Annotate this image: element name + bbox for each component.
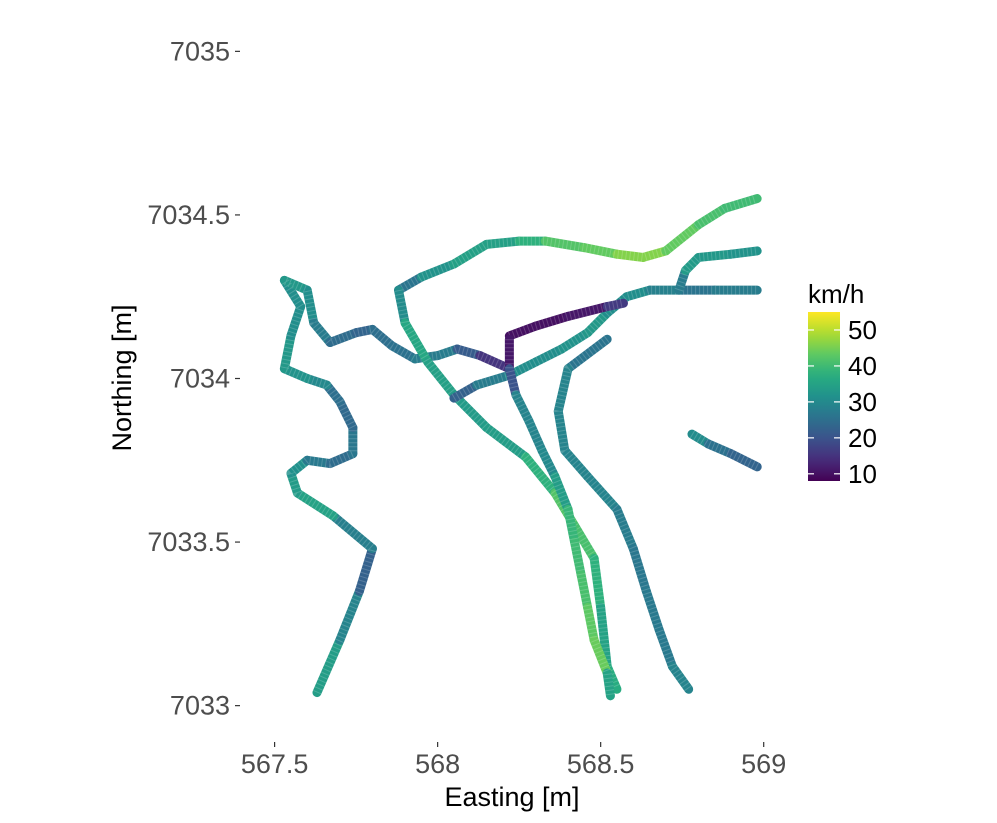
trajectory-segment (570, 521, 599, 563)
trajectory-segment (472, 370, 514, 390)
trajectory-sample-hatch (279, 275, 512, 695)
trajectory-sample-hatch (451, 285, 758, 403)
trajectory-segment (726, 246, 762, 259)
colorbar-label: 10 (848, 459, 877, 489)
trajectory-segment (482, 236, 524, 249)
trajectory-segment (563, 302, 612, 321)
trajectory-segment (661, 220, 703, 256)
trajectory-segment (553, 364, 573, 416)
trajectory-segment (504, 321, 540, 341)
trajectory-segment (511, 390, 534, 426)
trajectory-segment (286, 302, 306, 341)
trajectory-8 (674, 246, 762, 295)
x-tick-label: 569 (741, 749, 786, 779)
trajectory-segment (537, 445, 560, 482)
trajectory-7 (553, 334, 694, 694)
trajectory-segment (693, 249, 736, 262)
trajectory-segment (563, 504, 580, 547)
y-tick-label: 7033.5 (147, 527, 230, 557)
trajectory-segment (557, 328, 593, 354)
trajectory-segment (292, 488, 338, 521)
trajectory-sample-hatch (674, 246, 758, 292)
trajectory-9 (687, 429, 762, 472)
trajectory-segment (602, 668, 615, 701)
trajectory-segment (530, 344, 567, 367)
trajectory-sample-hatch (504, 339, 615, 697)
trajectory-segment (302, 285, 319, 328)
x-axis-ticks: 567.5 568 568.5 569 (241, 742, 786, 779)
trajectory-segment (693, 203, 730, 230)
y-tick-label: 7035 (170, 36, 230, 66)
trajectory-segment (328, 511, 377, 554)
trajectory-segment (641, 586, 664, 635)
trajectory-segment (654, 625, 677, 671)
x-tick-label: 567.5 (241, 749, 309, 779)
colorbar-label: 40 (848, 351, 877, 381)
trajectory-segment (589, 553, 606, 612)
trajectory-sample-hatch (553, 335, 693, 692)
trajectory-5 (504, 298, 628, 341)
trajectory-segment (596, 603, 612, 671)
trajectory-6 (504, 334, 615, 701)
trajectory-segment (416, 259, 459, 282)
trajectory-segment (524, 416, 547, 455)
trajectory-segment (553, 406, 570, 455)
trajectory-segment (312, 635, 345, 698)
colorbar-legend: km/h 10 20 30 40 50 (808, 279, 877, 489)
y-tick-label: 7034.5 (147, 200, 230, 230)
trajectory-2 (394, 194, 762, 295)
trajectory-segment (449, 239, 492, 269)
trajectory-segment (583, 472, 622, 514)
trajectory-segment (570, 537, 586, 580)
y-tick-label: 7033 (170, 691, 230, 721)
colorbar-label: 50 (848, 315, 877, 345)
trajectory-segment (579, 243, 622, 259)
trajectory-segment (475, 351, 514, 374)
y-axis-ticks: 7033 7033.5 7034 7034.5 7035 (147, 36, 240, 721)
y-axis-title: Northing [m] (107, 304, 137, 451)
trajectory-segment (482, 423, 531, 462)
trajectory-segment (530, 311, 573, 331)
y-tick-label: 7034 (170, 364, 230, 394)
legend-title: km/h (808, 279, 864, 309)
trajectory-segment (279, 331, 296, 374)
trajectory-segment (589, 635, 612, 678)
trajectory-segment (400, 318, 433, 367)
trajectory-segment (726, 449, 762, 472)
trajectory-segment (602, 298, 628, 312)
trajectory-segment (720, 194, 762, 213)
colorbar-gradient (808, 312, 840, 481)
trajectory-segment (335, 586, 364, 645)
trajectory-segment (449, 390, 492, 433)
trajectory-segment (583, 603, 599, 645)
trajectory-segment (563, 334, 612, 374)
trajectory-segment (550, 472, 573, 514)
trajectory-segment (667, 661, 694, 694)
trajectory-1 (279, 275, 514, 698)
trajectory-segment (325, 328, 361, 348)
x-tick-label: 568.5 (567, 749, 635, 779)
trajectory-segment (576, 570, 593, 612)
trajectory-segment (560, 445, 593, 482)
trajectory-segment (354, 544, 377, 596)
trajectory-segment (521, 452, 560, 498)
colorbar-label: 30 (848, 387, 877, 417)
plot-area (279, 194, 762, 701)
trajectory-segment (628, 544, 651, 596)
trajectory-segment (423, 357, 459, 400)
trajectory-segment (394, 285, 410, 328)
trajectory-segment (540, 236, 589, 253)
colorbar-label: 20 (848, 423, 877, 453)
trajectory-segment (335, 396, 358, 433)
trajectory-segment (583, 308, 612, 338)
x-tick-label: 568 (415, 749, 460, 779)
x-axis-title: Easting [m] (444, 782, 579, 812)
colorbar-ticks: 10 20 30 40 50 (808, 315, 877, 489)
trajectory-segment (612, 504, 638, 554)
